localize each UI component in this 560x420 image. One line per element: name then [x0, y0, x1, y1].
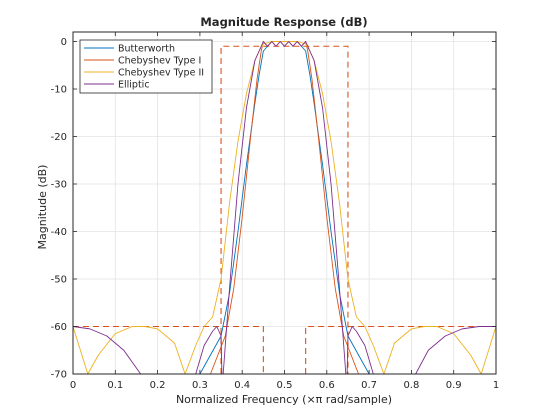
y-tick-label: -30 — [51, 180, 67, 191]
x-tick-label: 0.9 — [446, 380, 462, 391]
legend-label-elliptic: Elliptic — [118, 80, 150, 91]
legend-label-butterworth: Butterworth — [118, 44, 175, 55]
y-tick-label: -60 — [51, 322, 67, 333]
x-tick-label: 0.3 — [192, 380, 208, 391]
y-tick-labels: 0 -10 -20 -30 -40 -50 -60 -70 — [51, 37, 67, 381]
x-tick-labels: 0 0.1 0.2 0.3 0.4 0.5 0.6 0.7 0.8 0.9 1 — [70, 380, 499, 391]
x-axis-label: Normalized Frequency (×π rad/sample) — [176, 393, 392, 406]
y-tick-label: -20 — [51, 132, 67, 143]
chart-title: Magnitude Response (dB) — [200, 15, 367, 29]
legend-label-chebyshev-type-ii: Chebyshev Type II — [118, 68, 204, 79]
axis-ticks — [72, 32, 497, 375]
x-tick-label: 0.1 — [107, 380, 123, 391]
x-tick-label: 0 — [70, 380, 76, 391]
y-tick-label: 0 — [61, 37, 67, 48]
x-tick-label: 0.4 — [234, 380, 250, 391]
x-tick-label: 0.2 — [150, 380, 166, 391]
x-tick-label: 0.7 — [361, 380, 377, 391]
x-tick-label: 0.6 — [319, 380, 335, 391]
y-tick-label: -50 — [51, 275, 67, 286]
x-tick-label: 1 — [493, 380, 499, 391]
x-tick-label: 0.8 — [403, 380, 419, 391]
y-axis-label: Magnitude (dB) — [36, 165, 49, 250]
y-tick-label: -70 — [51, 370, 67, 381]
legend-label-chebyshev-type-i: Chebyshev Type I — [118, 56, 201, 67]
x-tick-label: 0.5 — [277, 380, 293, 391]
y-tick-label: -40 — [51, 227, 67, 238]
y-tick-label: -10 — [51, 85, 67, 96]
series-line-chebyshev-type-ii — [72, 41, 497, 375]
